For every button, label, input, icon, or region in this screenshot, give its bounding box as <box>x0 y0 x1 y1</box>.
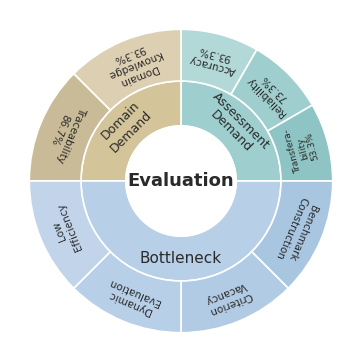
Text: Reliability
73.3%: Reliability 73.3% <box>244 66 296 118</box>
Text: Benchmark
Construction: Benchmark Construction <box>274 195 320 265</box>
Wedge shape <box>29 74 110 181</box>
Text: Domain
Demand: Domain Demand <box>97 97 155 155</box>
Wedge shape <box>181 29 257 94</box>
Text: Criterion
Vacancy: Criterion Vacancy <box>203 279 253 316</box>
Text: Traceability
86.7%: Traceability 86.7% <box>43 100 87 164</box>
Text: Domain
Knowledge
93.3%: Domain Knowledge 93.3% <box>101 38 167 90</box>
Text: Accuracy
93.3%: Accuracy 93.3% <box>188 43 239 76</box>
Wedge shape <box>29 181 110 288</box>
Text: Assessment
Demand: Assessment Demand <box>199 90 272 163</box>
Wedge shape <box>252 181 333 288</box>
Wedge shape <box>74 29 181 110</box>
Wedge shape <box>81 81 181 181</box>
Text: Evaluation: Evaluation <box>128 172 234 190</box>
Wedge shape <box>268 105 333 181</box>
Text: Low
Efficiency: Low Efficiency <box>45 201 84 256</box>
Wedge shape <box>81 181 281 281</box>
Text: Transfera-
bility
53.3%: Transfera- bility 53.3% <box>282 123 323 174</box>
Wedge shape <box>74 252 181 333</box>
Circle shape <box>126 126 236 236</box>
Wedge shape <box>181 81 281 181</box>
Wedge shape <box>231 50 312 131</box>
Wedge shape <box>181 252 288 333</box>
Text: Bottleneck: Bottleneck <box>140 251 222 266</box>
Text: Dynamic
Evaluation: Dynamic Evaluation <box>102 276 161 317</box>
